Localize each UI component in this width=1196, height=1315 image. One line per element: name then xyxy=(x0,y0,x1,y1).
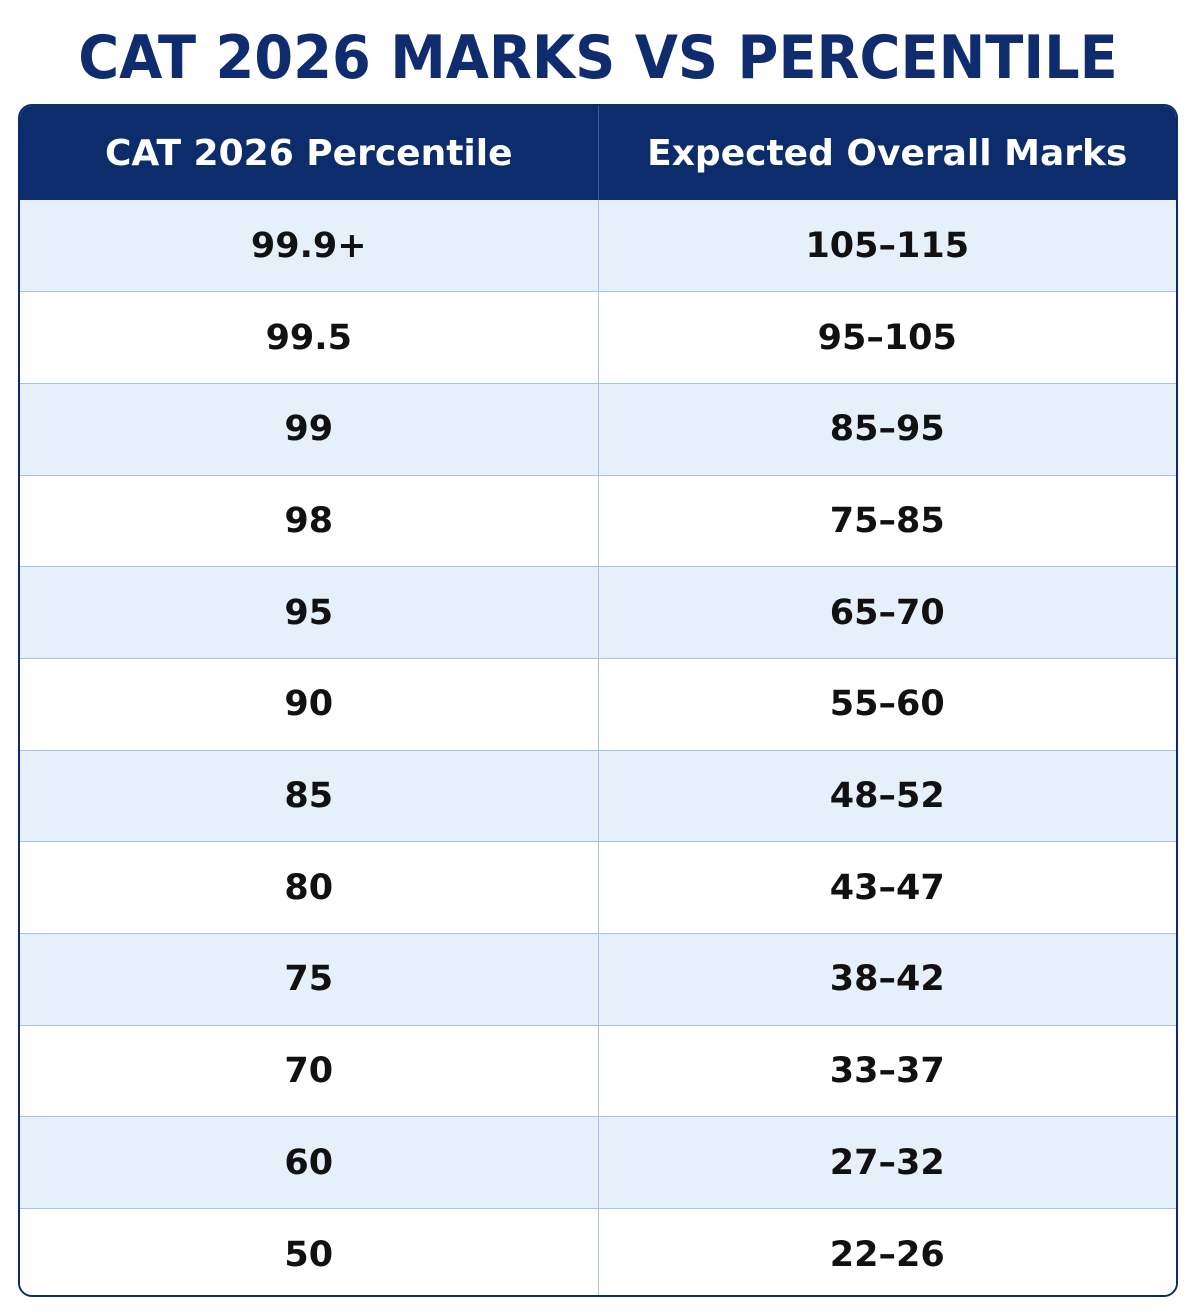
percentile-cell: 99.5 xyxy=(20,291,599,384)
percentile-cell: 95 xyxy=(20,566,599,659)
column-header-percentile: CAT 2026 Percentile xyxy=(20,106,599,200)
percentile-cell: 99.9+ xyxy=(20,200,599,292)
table-header: CAT 2026 Percentile Expected Overall Mar… xyxy=(20,106,1176,200)
percentile-cell: 70 xyxy=(20,1024,599,1117)
table-row: 99 85–95 xyxy=(20,382,1176,476)
marks-cell: 48–52 xyxy=(598,749,1176,842)
percentile-cell: 50 xyxy=(20,1208,599,1295)
percentile-cell: 75 xyxy=(20,933,599,1026)
page-title: CAT 2026 MARKS VS PERCENTILE xyxy=(78,23,1118,93)
marks-cell: 43–47 xyxy=(598,841,1176,934)
table-body: 99.9+ 105–115 99.5 95–105 99 85–95 98 75… xyxy=(20,200,1176,1295)
percentile-cell: 60 xyxy=(20,1116,599,1209)
percentile-cell: 98 xyxy=(20,474,599,567)
table-row: 85 48–52 xyxy=(20,749,1176,842)
table-header-row: CAT 2026 Percentile Expected Overall Mar… xyxy=(20,106,1176,200)
table-row: 95 65–70 xyxy=(20,566,1176,659)
percentile-cell: 99 xyxy=(20,382,599,476)
table-row: 99.9+ 105–115 xyxy=(20,200,1176,292)
marks-cell: 105–115 xyxy=(805,225,970,266)
marks-cell: 33–37 xyxy=(598,1024,1176,1117)
table-row: 75 38–42 xyxy=(20,933,1176,1026)
column-header-expected-marks: Expected Overall Marks xyxy=(647,132,1128,174)
percentile-table: CAT 2026 Percentile Expected Overall Mar… xyxy=(20,106,1176,1295)
marks-cell: 95–105 xyxy=(598,291,1176,384)
marks-cell: 55–60 xyxy=(598,657,1176,751)
marks-cell: 75–85 xyxy=(598,474,1176,567)
percentile-table-card: CAT 2026 Percentile Expected Overall Mar… xyxy=(18,104,1178,1297)
table-row: 80 43–47 xyxy=(20,841,1176,934)
table-row: 90 55–60 xyxy=(20,657,1176,751)
table-row: 98 75–85 xyxy=(20,474,1176,567)
marks-cell: 22–26 xyxy=(598,1208,1176,1295)
table-row: 99.5 95–105 xyxy=(20,291,1176,384)
marks-cell: 38–42 xyxy=(598,933,1176,1026)
table-row: 60 27–32 xyxy=(20,1116,1176,1209)
marks-cell: 65–70 xyxy=(598,566,1176,659)
marks-cell: 85–95 xyxy=(598,382,1176,476)
marks-cell: 27–32 xyxy=(598,1116,1176,1209)
table-row: 70 33–37 xyxy=(20,1024,1176,1117)
percentile-cell: 80 xyxy=(20,841,599,934)
table-row: 50 22–26 xyxy=(20,1208,1176,1295)
percentile-cell: 90 xyxy=(20,657,599,751)
percentile-cell: 85 xyxy=(20,749,599,842)
